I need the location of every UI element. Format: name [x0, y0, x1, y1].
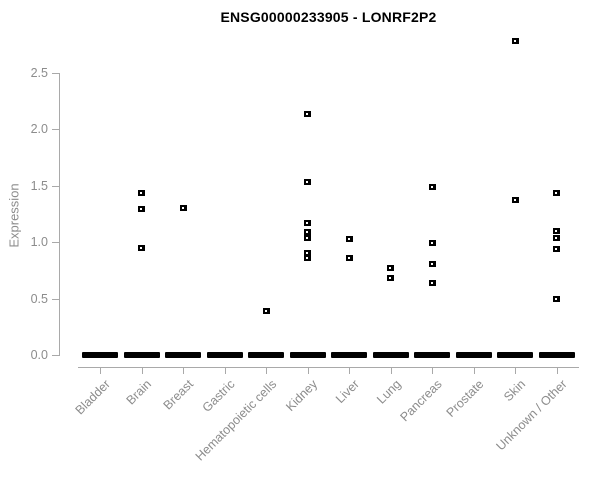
x-tick — [349, 367, 350, 374]
zero-cluster-bar — [289, 352, 326, 358]
zero-cluster-bar — [538, 352, 575, 358]
zero-cluster-bar — [206, 352, 243, 358]
data-point — [304, 179, 311, 186]
y-tick — [52, 298, 59, 300]
x-tick — [390, 367, 392, 374]
zero-cluster-bar — [414, 352, 450, 358]
data-point — [553, 234, 560, 241]
data-point — [304, 229, 311, 236]
x-tick — [183, 367, 184, 374]
x-tick — [432, 367, 433, 374]
data-point — [428, 183, 436, 190]
data-point — [304, 250, 311, 257]
data-point — [511, 38, 519, 45]
x-tick — [515, 367, 516, 374]
x-tick-label: Pancreas — [397, 377, 445, 425]
x-tick-label: Kidney — [283, 377, 321, 414]
data-point — [138, 206, 145, 213]
data-point — [138, 244, 145, 251]
data-point — [387, 265, 394, 272]
y-tick — [52, 355, 59, 356]
data-point — [345, 254, 353, 261]
x-tick — [307, 367, 309, 374]
data-point — [553, 245, 560, 252]
chart-title: ENSG00000233905 - LONRF2P2 — [220, 9, 437, 25]
x-tick-label: Prostate — [443, 377, 487, 420]
x-tick — [100, 367, 101, 374]
data-point — [511, 197, 519, 204]
x-tick-label: Liver — [332, 377, 362, 407]
x-tick-label: Unknown / Other — [493, 377, 570, 454]
x-tick — [141, 367, 143, 374]
data-point — [262, 308, 270, 314]
x-tick-label: Gastric — [199, 377, 238, 415]
zero-cluster-bar — [372, 352, 409, 358]
data-point — [428, 260, 436, 267]
data-point — [428, 240, 436, 247]
zero-cluster-bar — [165, 352, 201, 358]
zero-cluster-bar — [455, 352, 492, 358]
x-axis-line — [78, 367, 579, 368]
x-tick-label: Breast — [160, 377, 196, 413]
y-tick — [52, 73, 59, 74]
x-tick — [473, 367, 475, 374]
zero-cluster-bar — [82, 352, 118, 358]
data-point — [304, 110, 311, 117]
data-point — [428, 279, 436, 286]
zero-cluster-bar — [123, 352, 160, 358]
y-tick-label: 2.5 — [30, 66, 48, 80]
data-point — [304, 234, 311, 241]
x-tick — [556, 367, 558, 374]
zero-cluster-bar — [331, 352, 367, 358]
data-point — [179, 205, 187, 212]
x-tick — [266, 367, 267, 374]
zero-cluster-bar — [248, 352, 284, 358]
y-axis-line — [59, 73, 60, 356]
data-point — [345, 235, 353, 242]
x-tick-label: Bladder — [72, 377, 113, 418]
data-point — [304, 254, 311, 261]
data-point — [138, 189, 145, 196]
data-point — [304, 220, 311, 227]
x-tick — [224, 367, 226, 374]
x-tick-label: Hematopoietic cells — [192, 377, 279, 464]
y-tick — [52, 242, 59, 244]
y-tick-label: 1.0 — [30, 235, 48, 250]
data-point — [553, 227, 560, 234]
data-point — [553, 295, 560, 302]
zero-cluster-bar — [497, 352, 533, 358]
x-tick-label: Lung — [373, 377, 404, 407]
data-point — [553, 189, 560, 196]
y-tick — [52, 185, 59, 187]
y-tick — [52, 129, 59, 131]
x-tick-label: Skin — [500, 377, 528, 405]
x-tick-label: Brain — [123, 377, 155, 408]
y-tick-label: 0.5 — [30, 291, 48, 306]
y-tick-label: 2.0 — [30, 122, 48, 137]
data-point — [387, 275, 394, 282]
y-tick-label: 0.0 — [30, 348, 48, 362]
y-tick-label: 1.5 — [30, 178, 48, 193]
